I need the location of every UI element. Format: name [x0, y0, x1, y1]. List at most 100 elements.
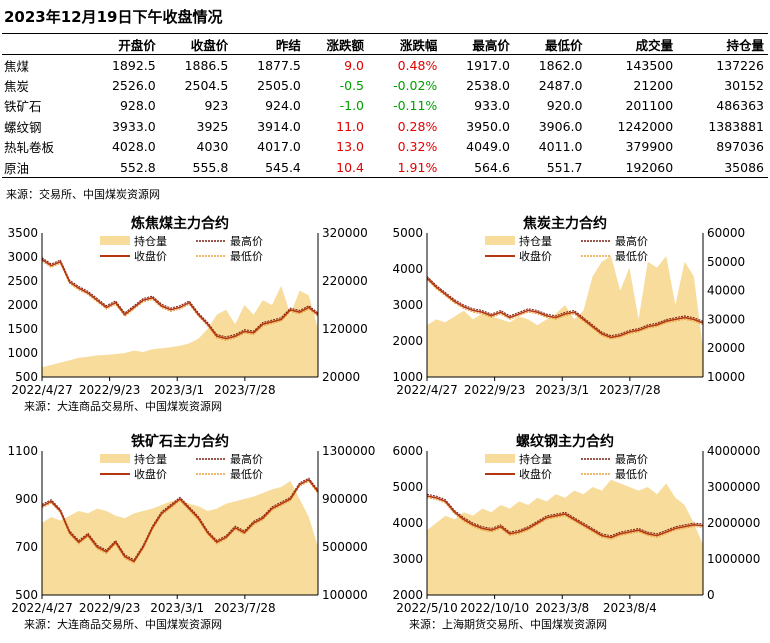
x-tick-label: 2022/9/23	[464, 383, 526, 397]
legend-low-label: 最低价	[230, 468, 263, 481]
x-tick-label: 2023/7/28	[599, 383, 661, 397]
legend-high-label: 最高价	[615, 234, 648, 248]
column-header: 持仓量	[677, 33, 768, 55]
chart-rebar: 螺纹钢主力合约 2000 3000 4000 5000 6000 0 1000000 20000…	[392, 433, 760, 631]
cell-low: 1862.0	[538, 57, 583, 73]
quote-table: 开盘价 收盘价 昨结 涨跌额 涨跌幅 最高价 最低价 成交量 持仓量 焦煤 1892.5 1886.…	[2, 33, 768, 178]
legend-high-label: 最高价	[230, 234, 263, 248]
series-low-line	[41, 260, 319, 341]
legend-oi-label: 持仓量	[134, 452, 167, 466]
cell-name: 铁矿石	[4, 99, 42, 115]
x-tick-label: 2022/10/10	[460, 601, 529, 615]
x-tick-label: 2022/9/23	[79, 383, 141, 397]
cell-close: 3925	[196, 118, 229, 134]
y-tick-label: 2000	[392, 334, 423, 348]
chart-iron-ore: 铁矿石主力合约 500 700 900 1100 100000 500000 900000 13…	[7, 433, 375, 631]
cell-prev: 4017.0	[257, 139, 301, 155]
column-header: 成交量	[586, 33, 678, 55]
y-tick-label: 700	[15, 540, 38, 554]
y-tick-label: 4000	[392, 262, 423, 276]
chart-coking-coal: 炼焦煤主力合约 500 1000 1500 2000 2500 3000 3500 20000 1…	[7, 215, 368, 413]
series-oi-area	[427, 256, 703, 377]
cell-oi: 30152	[724, 77, 764, 93]
series-oi-area	[42, 285, 318, 377]
series-high-line	[426, 493, 704, 537]
x-tick-label: 2023/7/28	[214, 601, 276, 615]
y2-tick-label: 0	[707, 588, 715, 602]
cell-chg: 10.4	[304, 157, 368, 178]
y2-tick-label: 120000	[322, 322, 368, 336]
y2-tick-label: 100000	[322, 588, 368, 602]
cell-open: 4028.0	[111, 139, 156, 155]
x-tick-label: 2023/3/1	[150, 383, 204, 397]
y2-tick-label: 500000	[322, 540, 368, 554]
cell-name: 原油	[2, 157, 88, 178]
series-high-line	[426, 275, 704, 337]
cell-name: 焦煤	[4, 58, 30, 74]
cell-high: 2538.0	[466, 77, 510, 93]
cell-chg: 9.0	[344, 57, 364, 73]
cell-high: 564.6	[441, 157, 514, 178]
legend-close-label: 收盘价	[134, 249, 167, 263]
legend-oi-swatch	[100, 454, 130, 463]
y2-tick-label: 900000	[322, 492, 368, 506]
cell-prev: 545.4	[232, 157, 305, 178]
cell-open: 552.8	[87, 157, 160, 178]
table-row: 焦煤 1892.5 1886.5 1877.5 9.0 0.48% 1917.0 1862.0…	[2, 55, 768, 76]
x-tick-label: 2022/5/10	[396, 601, 458, 615]
chart-coke: 焦炭主力合约 1000 2000 3000 4000 5000 10000 20000 3000…	[392, 215, 745, 397]
cell-name: 螺纹钢	[4, 119, 42, 135]
y-tick-label: 500	[15, 370, 38, 384]
legend-close-label: 收盘价	[134, 467, 167, 481]
y-tick-label: 3500	[7, 226, 38, 240]
legend-oi-swatch	[485, 454, 515, 463]
cell-close: 4030	[196, 139, 229, 155]
table-header-row: 开盘价 收盘价 昨结 涨跌额 涨跌幅 最高价 最低价 成交量 持仓量	[2, 33, 768, 55]
cell-low: 4011.0	[538, 139, 583, 155]
column-header	[2, 33, 88, 55]
y-tick-label: 900	[15, 492, 38, 506]
cell-open: 1892.5	[111, 57, 156, 73]
legend-oi-swatch	[100, 236, 130, 245]
column-header: 开盘价	[87, 33, 160, 55]
legend-high-label: 最高价	[230, 452, 263, 466]
y-tick-label: 6000	[392, 444, 423, 458]
x-tick-label: 2023/3/1	[150, 601, 204, 615]
x-tick-label: 2023/3/1	[535, 383, 589, 397]
y-tick-label: 1500	[7, 322, 38, 336]
x-tick-label: 2022/4/27	[11, 601, 73, 615]
page-title: 2023年12月19日下午收盘情况	[4, 8, 223, 26]
y-tick-label: 2000	[7, 298, 38, 312]
y-tick-label: 2500	[7, 274, 38, 288]
column-header: 涨跌幅	[368, 33, 442, 55]
table-source: 来源：交易所、中国煤炭资源网	[6, 188, 160, 201]
cell-chg: 13.0	[336, 139, 364, 155]
cell-high: 4049.0	[466, 139, 510, 155]
x-tick-label: 2022/9/23	[79, 601, 141, 615]
cell-vol: 192060	[586, 157, 678, 178]
series-oi-area	[42, 481, 318, 595]
column-header: 收盘价	[159, 33, 233, 55]
legend-low-label: 最低价	[615, 468, 648, 481]
series-close-line	[426, 277, 704, 339]
series-high-line	[41, 257, 319, 338]
legend-oi-label: 持仓量	[134, 234, 167, 248]
table-row: 焦炭 2526.0 2504.5 2505.0 -0.5 -0.02% 2538.0 2487…	[2, 75, 768, 96]
y2-tick-label: 1300000	[322, 444, 375, 458]
cell-close: 2504.5	[184, 77, 229, 93]
y2-tick-label: 20000	[707, 341, 745, 355]
y2-tick-label: 20000	[322, 370, 360, 384]
legend-oi-swatch	[485, 236, 515, 245]
chart-source: 来源：大连商品交易所、中国煤炭资源网	[24, 617, 222, 631]
cell-vol: 201100	[625, 98, 674, 114]
cell-pct: 0.48%	[397, 57, 438, 73]
x-tick-label: 2022/4/27	[396, 383, 458, 397]
y2-tick-label: 3000000	[707, 480, 760, 494]
series-close-line	[41, 258, 319, 340]
cell-open: 928.0	[119, 98, 156, 114]
cell-low: 2487.0	[538, 77, 583, 93]
cell-high: 933.0	[474, 98, 510, 114]
